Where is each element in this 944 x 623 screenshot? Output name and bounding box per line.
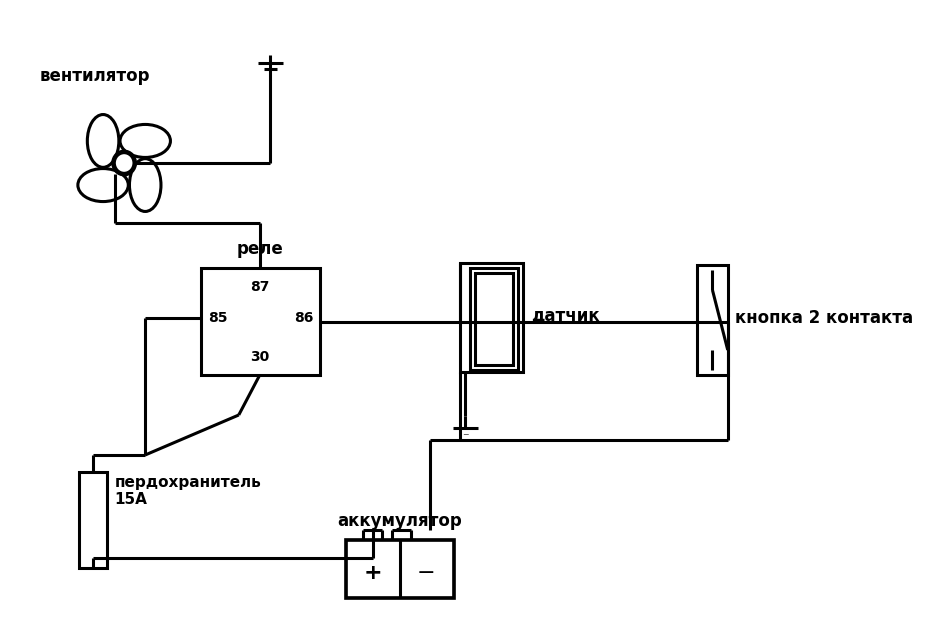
Text: датчик: датчик xyxy=(531,306,599,324)
Text: 30: 30 xyxy=(250,350,269,364)
Ellipse shape xyxy=(129,159,160,211)
Text: вентилятор: вентилятор xyxy=(40,67,150,85)
Text: пердохранитель
15А: пердохранитель 15А xyxy=(114,475,261,507)
Text: 85: 85 xyxy=(208,311,228,325)
Text: аккумулятор: аккумулятор xyxy=(336,512,461,530)
Bar xyxy=(697,265,727,375)
Text: кнопка 2 контакта: кнопка 2 контакта xyxy=(734,309,913,327)
Text: −: − xyxy=(415,563,434,583)
Text: 87: 87 xyxy=(250,280,269,294)
Text: реле: реле xyxy=(236,240,283,258)
Ellipse shape xyxy=(120,125,170,158)
Bar xyxy=(346,540,453,598)
Bar xyxy=(200,268,320,375)
Text: +: + xyxy=(363,563,381,583)
Ellipse shape xyxy=(77,169,128,202)
Bar xyxy=(79,472,107,568)
Circle shape xyxy=(113,152,135,174)
Bar xyxy=(474,273,513,365)
Text: 86: 86 xyxy=(294,311,313,325)
Text: ⁻: ⁻ xyxy=(462,432,468,444)
Bar xyxy=(460,263,523,372)
Ellipse shape xyxy=(87,115,119,168)
Bar xyxy=(469,268,517,370)
